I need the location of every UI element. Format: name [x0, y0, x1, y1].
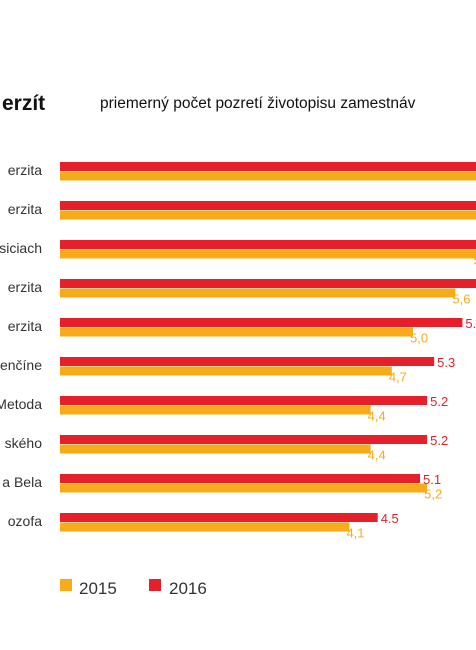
category-label: siciach [0, 240, 42, 256]
value-label-2015: 5,2 [424, 487, 442, 502]
value-label-2016: 5.1 [423, 472, 441, 487]
value-label-2016: 4.5 [381, 511, 399, 526]
bar-2016 [60, 240, 476, 249]
legend-label-2016: 2016 [169, 579, 207, 598]
bar-2016 [60, 396, 428, 405]
legend-swatch-2015 [60, 579, 72, 591]
value-label-2015: 4,1 [346, 526, 364, 541]
legend-label-2015: 2015 [79, 579, 117, 598]
bar-2016 [60, 201, 476, 210]
value-label-2016: 5.7 [465, 316, 476, 331]
bar-2015 [60, 327, 413, 337]
category-label: a Bela [2, 474, 42, 490]
bar-2015 [60, 522, 350, 532]
value-label-2016: 5.2 [430, 433, 448, 448]
category-label: ského [5, 435, 43, 451]
value-label-2015: 5,0 [410, 331, 428, 346]
bar-2016 [60, 513, 378, 522]
plot-area: erzitaerzita6siciach5,erzita5,6erzita5.7… [0, 162, 476, 541]
category-label: erzita [8, 318, 42, 334]
bar-2016 [60, 357, 435, 366]
bar-2015 [60, 210, 476, 220]
bar-2016 [60, 318, 463, 327]
category-label: Metoda [0, 396, 42, 412]
category-label: erzita [8, 279, 42, 295]
value-label-2016: 5.3 [437, 355, 455, 370]
bar-2015 [60, 483, 428, 493]
bar-2015 [60, 171, 476, 181]
value-label-2016: 5.2 [430, 394, 448, 409]
bar-2015 [60, 405, 371, 415]
bar-2015 [60, 249, 476, 259]
category-label: erzita [8, 162, 42, 178]
value-label-2015: 5,6 [452, 292, 470, 307]
value-label-2015: 4,4 [368, 409, 386, 424]
bar-2016 [60, 279, 476, 288]
value-label-2015: 5, [474, 253, 476, 268]
chart-title: erzít [2, 92, 45, 115]
bar-2016 [60, 435, 428, 444]
value-label-2015: 4,4 [368, 448, 386, 463]
bar-2015 [60, 366, 392, 376]
bar-2016 [60, 162, 476, 171]
bar-2015 [60, 288, 456, 298]
category-label: enčíne [0, 357, 42, 373]
category-label: ozofa [8, 513, 42, 529]
category-label: erzita [8, 201, 42, 217]
bar-2016 [60, 474, 421, 483]
bar-2015 [60, 444, 371, 454]
value-label-2015: 4,7 [389, 370, 407, 385]
legend: 2015 2016 [60, 579, 207, 598]
chart-subtitle: priemerný počet pozretí životopisu zames… [100, 95, 416, 112]
legend-swatch-2016 [149, 579, 161, 591]
